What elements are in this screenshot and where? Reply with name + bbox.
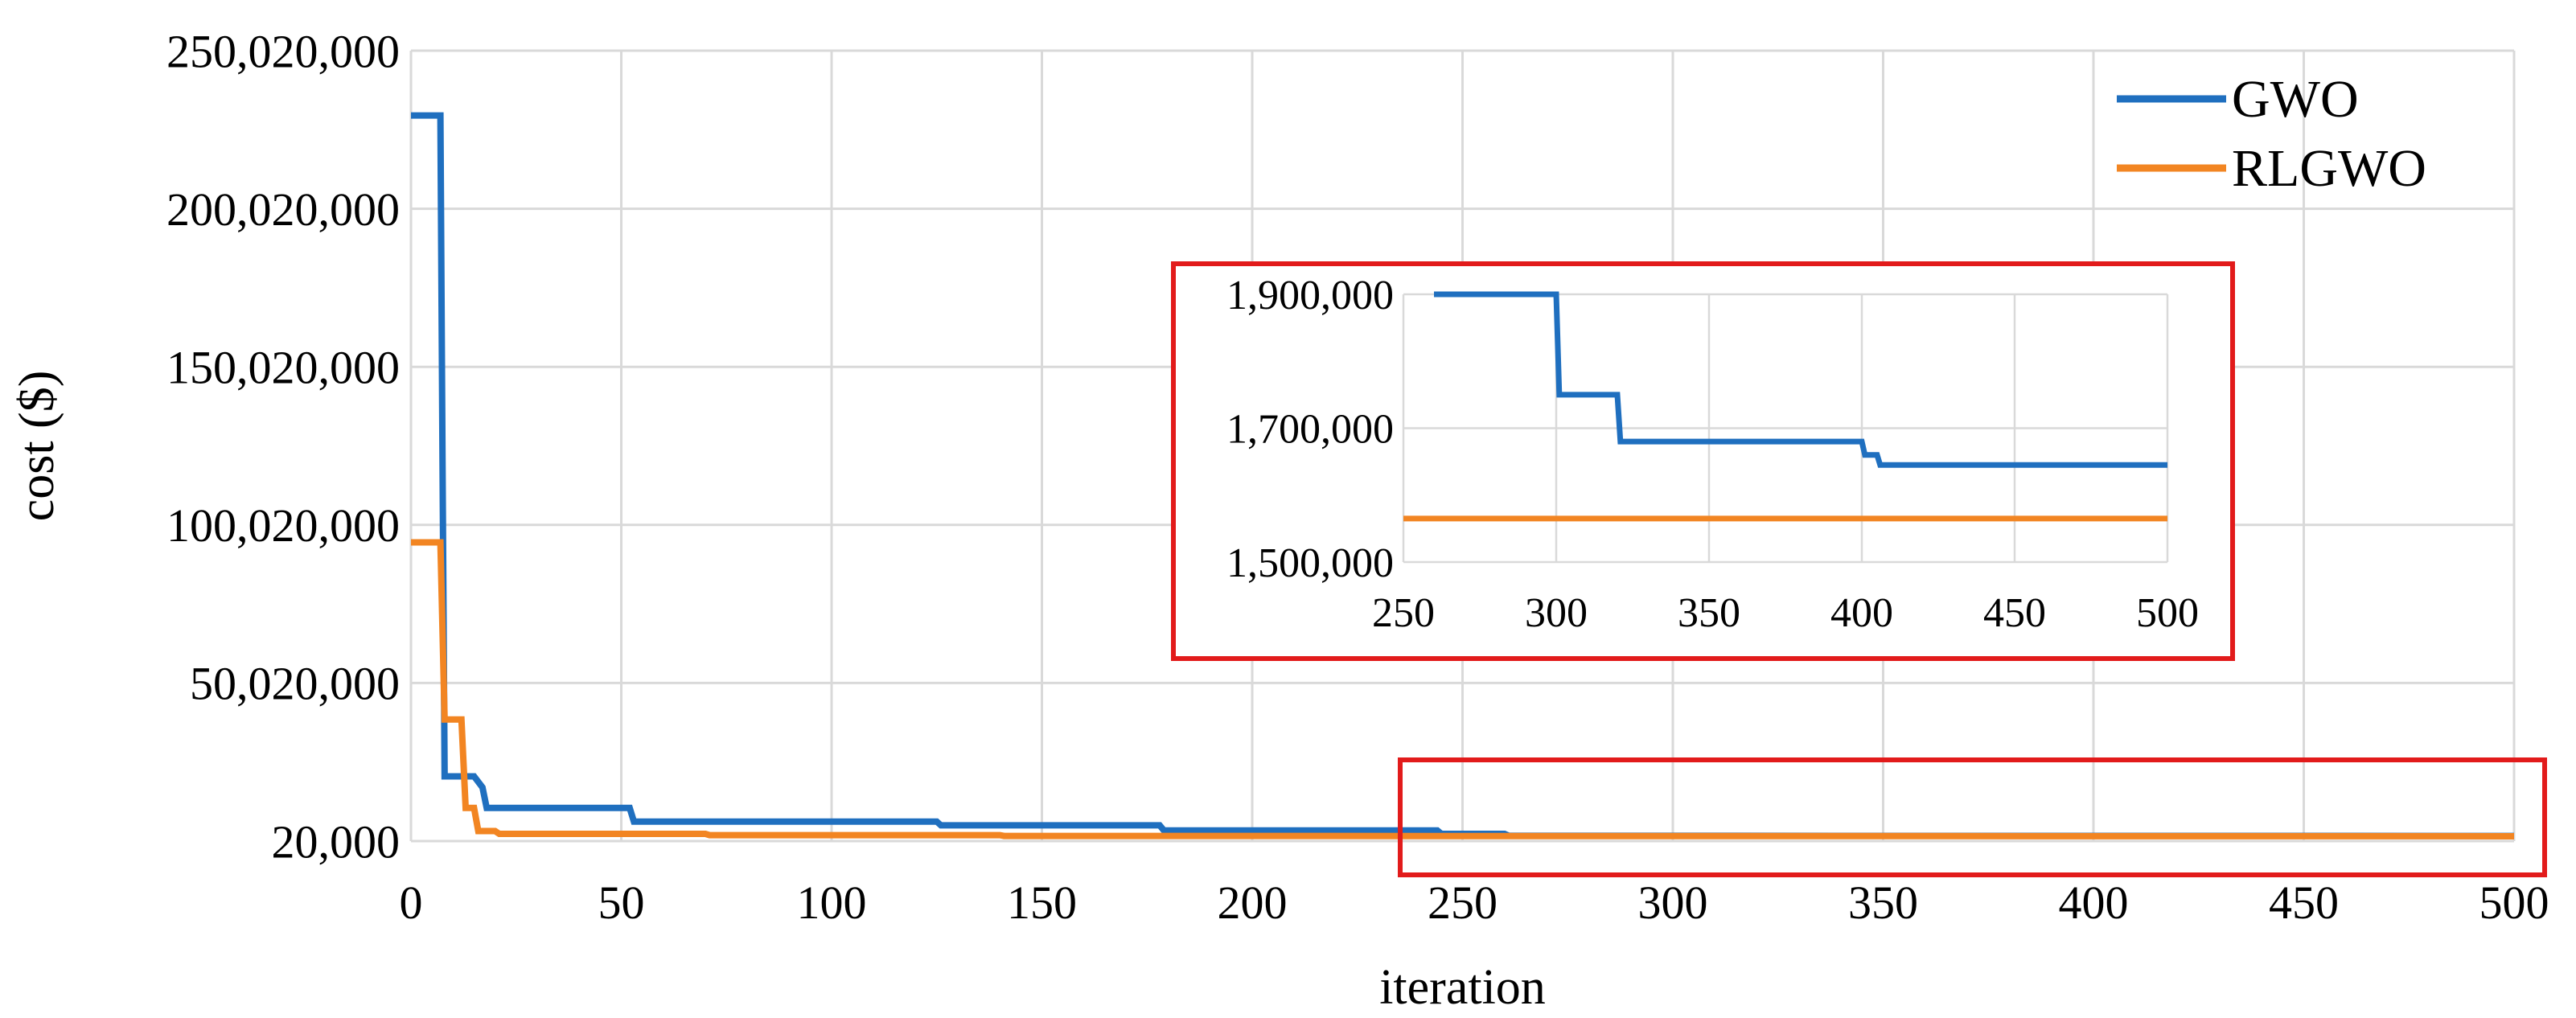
main-x-tick-label: 150 bbox=[1007, 876, 1077, 929]
main-x-tick-label: 450 bbox=[2269, 876, 2339, 929]
main-x-tick-label: 100 bbox=[797, 876, 867, 929]
inset-chart: 1,500,000 1,700,000 1,900,000 250 300 350 400 4… bbox=[1226, 273, 2199, 636]
inset-x-tick-label: 300 bbox=[1525, 590, 1588, 636]
legend-label-gwo: GWO bbox=[2232, 70, 2359, 129]
main-y-tick-label: 150,020,000 bbox=[166, 342, 400, 394]
main-x-tick-label: 350 bbox=[1848, 876, 1918, 929]
inset-x-tick-label: 450 bbox=[1983, 590, 2046, 636]
inset-series-line-gwo bbox=[1434, 291, 2167, 468]
inset-y-tick-label: 1,700,000 bbox=[1226, 407, 1394, 453]
main-x-tick-label: 200 bbox=[1218, 876, 1288, 929]
x-axis-title: iteration bbox=[1379, 960, 1546, 1015]
main-x-tick-label: 400 bbox=[2059, 876, 2129, 929]
main-y-tick-label: 200,020,000 bbox=[166, 183, 400, 236]
legend-label-rlgwo: RLGWO bbox=[2232, 139, 2426, 198]
main-y-tick-label: 100,020,000 bbox=[166, 499, 400, 552]
inset-x-tick-label: 250 bbox=[1372, 590, 1435, 636]
legend: GWO RLGWO bbox=[2117, 70, 2426, 198]
inset-y-tick-label: 1,500,000 bbox=[1226, 540, 1394, 586]
main-x-tick-label: 50 bbox=[598, 876, 645, 929]
main-y-tick-label: 20,000 bbox=[272, 815, 401, 868]
main-x-tick-label: 250 bbox=[1428, 876, 1498, 929]
main-y-tick-label: 250,020,000 bbox=[166, 25, 400, 77]
main-x-tick-label: 500 bbox=[2479, 876, 2549, 929]
main-x-tick-label: 0 bbox=[400, 876, 423, 929]
inset-x-tick-label: 350 bbox=[1678, 590, 1740, 636]
main-series-line-rlgwo bbox=[411, 539, 2515, 839]
inset-x-tick-label: 500 bbox=[2136, 590, 2199, 636]
zoom-region-highlight bbox=[1398, 757, 2547, 877]
inset-y-tick-label: 1,900,000 bbox=[1226, 273, 1394, 318]
y-axis-title: cost ($) bbox=[10, 371, 64, 522]
main-y-tick-label: 50,020,000 bbox=[190, 658, 400, 710]
main-x-tick-label: 300 bbox=[1638, 876, 1708, 929]
inset-x-tick-label: 400 bbox=[1830, 590, 1893, 636]
